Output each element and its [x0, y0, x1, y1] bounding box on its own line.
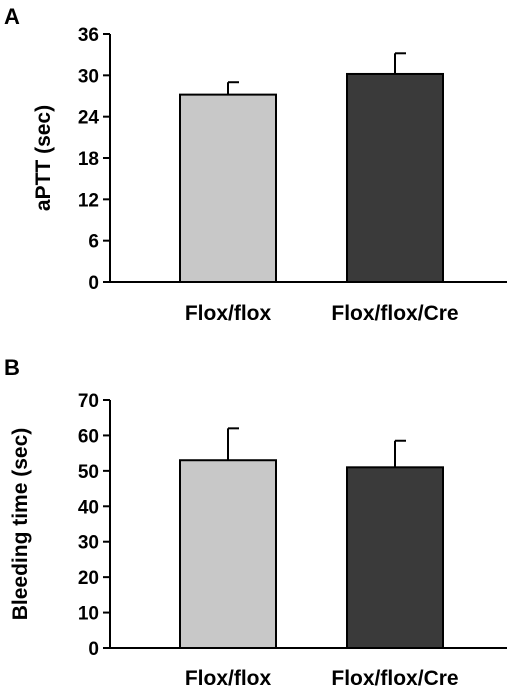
panel-a-y-tick-label: 36	[78, 25, 99, 46]
panel-b-bar-2	[346, 466, 444, 650]
panel-a-y-tick-label: 6	[88, 232, 99, 253]
panel-a-y-tick-label: 18	[78, 149, 99, 170]
panel-b-category-label: Flox/flox	[185, 667, 272, 690]
panel-b-y-tick-label: 50	[78, 462, 99, 483]
panel-b-y-tick-label: 30	[78, 533, 99, 554]
panel-a-category-labels: Flox/flox Flox/flox/Cre	[185, 302, 459, 325]
panel-a-bar-2	[346, 72, 444, 284]
panel-a-y-tick-label: 30	[78, 66, 99, 87]
panel-a-letter: A	[4, 4, 20, 29]
panel-b-y-tick-label: 10	[78, 604, 99, 625]
panel-a-y-tick-label: 0	[88, 273, 99, 294]
panel-a-y-axis-title: aPTT (sec)	[32, 105, 55, 211]
panel-b-y-tick-label: 20	[78, 568, 99, 589]
panel-b-y-tick-label: 40	[78, 497, 99, 518]
panel-b-y-tick-label: 0	[88, 639, 99, 660]
panel-a-ticks: 0 6 12 18 24 30 36	[78, 25, 110, 294]
panel-b-category-label: Flox/flox/Cre	[331, 667, 458, 690]
panel-b-bar-1	[179, 459, 277, 649]
panel-a-bar-1	[179, 93, 277, 283]
panel-b-y-tick-label: 70	[78, 391, 99, 412]
panel-b-bars	[179, 427, 444, 650]
panel-b: B Bleeding time (sec) 0 10 20 30 40 50 60 70 Fl…	[4, 355, 507, 690]
panel-b-category-labels: Flox/flox Flox/flox/Cre	[185, 667, 459, 690]
panel-b-ticks: 0 10 20 30 40 50 60 70	[78, 391, 110, 660]
panel-a-category-label: Flox/flox/Cre	[331, 302, 458, 325]
panel-a-y-tick-label: 24	[78, 108, 100, 129]
panel-b-y-tick-label: 60	[78, 426, 99, 447]
panel-b-y-axis-title: Bleeding time (sec)	[9, 428, 32, 621]
panel-a-bars	[179, 52, 444, 284]
panel-a-category-label: Flox/flox	[185, 302, 272, 325]
panel-a-y-tick-label: 12	[78, 190, 99, 211]
panel-b-letter: B	[4, 355, 20, 380]
